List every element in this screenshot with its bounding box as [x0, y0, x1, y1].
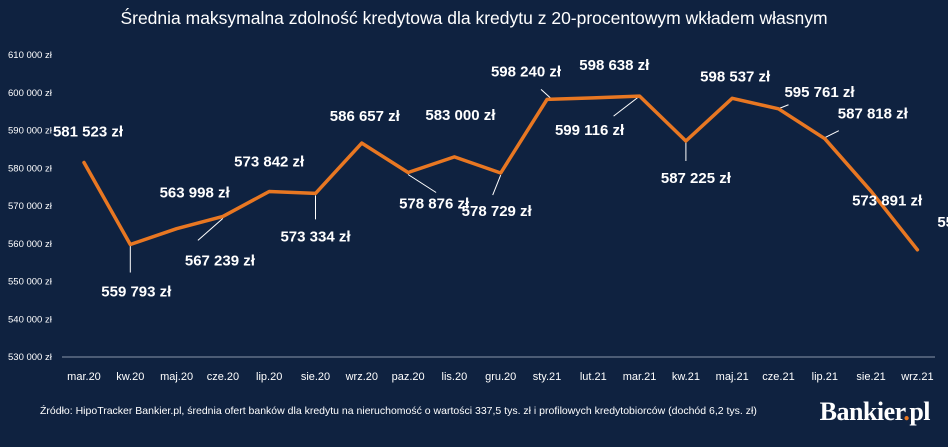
x-axis: mar.20 kw.20 maj.20 cze.20 lip.20 sie.20 wrz.2… — [67, 371, 933, 383]
x-tick-label: kw.21 — [672, 371, 700, 383]
x-tick-label: wrz.21 — [900, 371, 933, 383]
data-label: 573 891 zł — [852, 192, 923, 209]
x-tick-label: sty.21 — [533, 371, 562, 383]
x-tick-label: mar.21 — [623, 371, 657, 383]
data-label: 559 793 zł — [101, 284, 172, 301]
data-label: 598 240 zł — [491, 63, 562, 80]
data-label: 581 523 zł — [53, 124, 124, 141]
x-tick-label: paz.20 — [392, 371, 425, 383]
data-labels: 581 523 zł 559 793 zł 563 998 zł 567 239 zł… — [53, 57, 948, 301]
x-tick-label: gru.20 — [485, 371, 516, 383]
y-tick-label: 600 000 zł — [8, 88, 53, 99]
y-tick-label: 550 000 zł — [8, 277, 53, 288]
x-tick-label: lis.20 — [442, 371, 468, 383]
x-tick-label: lip.21 — [812, 371, 838, 383]
x-tick-label: cze.21 — [762, 371, 794, 383]
x-tick-label: lip.20 — [256, 371, 282, 383]
y-tick-label: 590 000 zł — [8, 126, 53, 137]
leader-line — [613, 95, 640, 117]
leader-line — [407, 174, 437, 193]
data-label: 567 239 zł — [185, 252, 256, 269]
y-axis: 530 000 zł 540 000 zł 550 000 zł 560 000 zł… — [8, 50, 53, 363]
source-note: Źródło: HipoTracker Bankier.pl, średnia … — [40, 405, 757, 417]
data-label: 586 657 zł — [330, 108, 401, 125]
x-tick-label: mar.20 — [67, 371, 101, 383]
x-tick-label: wrz.20 — [345, 371, 378, 383]
x-tick-label: sie.20 — [301, 371, 330, 383]
logo-end: pl — [909, 397, 930, 426]
x-tick-label: maj.20 — [160, 371, 193, 383]
x-tick-label: kw.20 — [116, 371, 144, 383]
data-label: 598 537 zł — [700, 68, 771, 85]
y-tick-label: 530 000 zł — [8, 352, 53, 363]
leader-line — [197, 218, 224, 241]
x-tick-label: cze.20 — [207, 371, 239, 383]
x-tick-label: maj.21 — [716, 371, 749, 383]
chart-title: Średnia maksymalna zdolność kredytowa dl… — [120, 8, 828, 28]
x-tick-label: sie.21 — [856, 371, 885, 383]
data-label: 583 000 zł — [425, 107, 496, 124]
data-label: 587 818 zł — [838, 106, 909, 123]
logo-dot: . — [903, 397, 910, 426]
leader-line — [492, 174, 502, 196]
data-label: 573 334 zł — [280, 228, 351, 245]
data-label: 598 638 zł — [579, 57, 650, 74]
data-label: 578 876 zł — [399, 195, 470, 212]
y-tick-label: 610 000 zł — [8, 50, 53, 61]
y-tick-label: 580 000 zł — [8, 163, 53, 174]
data-label: 599 116 zł — [555, 122, 625, 139]
y-tick-label: 570 000 zł — [8, 201, 53, 212]
series-line — [82, 94, 920, 252]
bankier-logo: Bankier.pl — [819, 397, 931, 427]
logo-main: Bankier — [819, 397, 904, 426]
y-tick-label: 540 000 zł — [8, 314, 53, 325]
data-label: 595 761 zł — [784, 84, 855, 101]
x-tick-label: lut.21 — [580, 371, 607, 383]
leader-lines — [129, 89, 840, 273]
data-label: 573 842 zł — [234, 153, 305, 170]
data-label: 558 403 zł — [937, 214, 948, 231]
data-label: 587 225 zł — [661, 170, 732, 187]
y-tick-label: 560 000 zł — [8, 239, 53, 250]
data-label: 563 998 zł — [160, 185, 231, 202]
data-label: 578 729 zł — [462, 203, 533, 220]
